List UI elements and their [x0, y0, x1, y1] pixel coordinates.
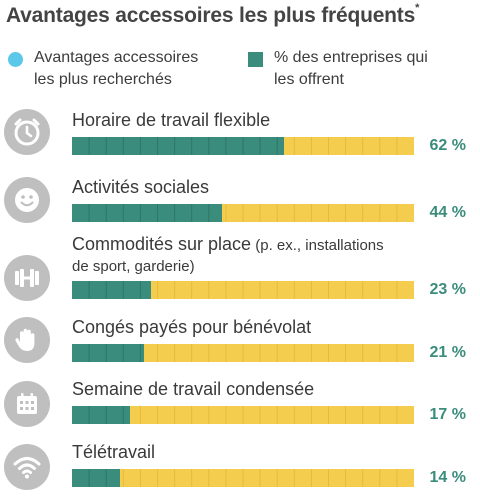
bar-label-line2: de sport, garderie): [72, 258, 195, 275]
legend-offered-label: % des entreprises qui les offrent: [274, 49, 428, 88]
bar-ticks: [88, 281, 398, 299]
smiley-icon: [4, 177, 50, 223]
bar-ticks: [88, 204, 398, 222]
bar-value-label: 62 %: [429, 137, 466, 154]
bar-label: Commodités sur place (p. ex., installati…: [72, 234, 384, 254]
bar-track: [72, 281, 414, 299]
bar-value-label: 44 %: [429, 204, 466, 221]
legend-sought-label: Avantages accessoires les plus recherché…: [34, 49, 199, 88]
bar-ticks: [88, 344, 398, 362]
chart-title: Avantages accessoires les plus fréquents…: [6, 2, 420, 27]
bar-label: Semaine de travail condensée: [72, 379, 315, 399]
bar-track: [72, 204, 414, 222]
legend-item-offered: % des entreprises qui les offrent: [248, 49, 428, 91]
bar-value-label: 21 %: [429, 344, 466, 361]
bar-value-label: 14 %: [429, 469, 466, 486]
bar-label: Congés payés pour bénévolat: [72, 317, 312, 337]
bar: [72, 344, 144, 362]
calendar-icon: [4, 381, 50, 427]
dumbbell-icon: [4, 255, 50, 301]
bar-ticks: [88, 137, 398, 155]
bar-label: Télétravail: [72, 442, 156, 462]
legend-square: [248, 52, 263, 67]
bar-value-label: 17 %: [429, 406, 466, 423]
hand-icon: [4, 317, 50, 363]
clock-icon: [4, 109, 50, 155]
bar: [72, 204, 223, 222]
bar: [72, 281, 151, 299]
bar-track: [72, 406, 414, 424]
wifi-icon: [4, 444, 50, 490]
bar-track: [72, 344, 414, 362]
bar-track: [72, 469, 414, 487]
bar-value-label: 23 %: [429, 281, 466, 298]
bar: [72, 406, 131, 424]
bar: [72, 469, 120, 487]
bar: [72, 137, 285, 155]
legend-dot: [8, 52, 23, 67]
legend-item-sought: Avantages accessoires les plus recherché…: [8, 49, 198, 91]
bar-track: [72, 137, 414, 155]
bar-ticks: [88, 469, 398, 487]
bar-label: Horaire de travail flexible: [72, 110, 271, 130]
legend: Avantages accessoires les plus recherché…: [0, 49, 480, 99]
bar-label: Activités sociales: [72, 177, 210, 197]
bar-ticks: [88, 406, 398, 424]
